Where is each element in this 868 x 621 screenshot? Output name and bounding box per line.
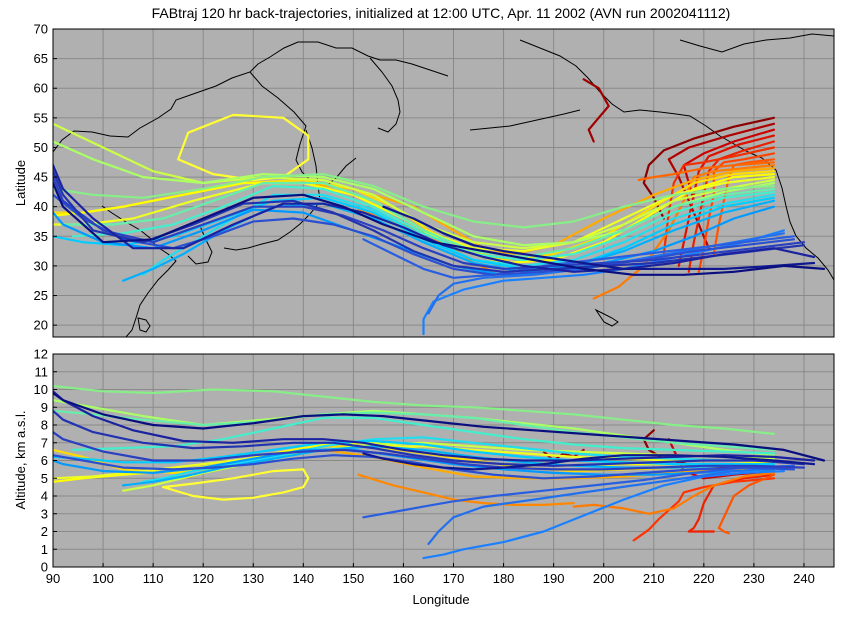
altitude-x-tick-label: 120 <box>192 571 214 586</box>
altitude-y-tick-label: 9 <box>41 400 48 415</box>
altitude-y-tick-label: 0 <box>41 560 48 575</box>
map-y-tick-label: 25 <box>34 288 48 303</box>
altitude-x-tick-label: 140 <box>292 571 314 586</box>
altitude-x-tick-label: 160 <box>393 571 415 586</box>
altitude-x-tick-label: 170 <box>443 571 465 586</box>
altitude-y-tick-label: 11 <box>35 364 49 379</box>
altitude-x-tick-label: 110 <box>143 571 164 586</box>
altitude-xlabel: Longitude <box>412 592 469 607</box>
altitude-x-tick-label: 210 <box>643 571 665 586</box>
altitude-x-tick-label: 230 <box>743 571 765 586</box>
map-trajectory-22 <box>71 184 776 262</box>
altitude-x-tick-label: 240 <box>793 571 815 586</box>
altitude-x-tick-label: 150 <box>343 571 365 586</box>
coastline-taiwan <box>137 317 151 333</box>
coastline-aleutians <box>469 109 581 131</box>
altitude-y-tick-label: 6 <box>41 453 48 468</box>
altitude-trajectory-28 <box>53 409 806 467</box>
altitude-trajectory-25 <box>362 464 796 519</box>
altitude-x-tick-label: 200 <box>593 571 615 586</box>
altitude-x-tick-label: 130 <box>242 571 264 586</box>
altitude-trajectory-18 <box>71 416 776 455</box>
map-trajectories <box>53 78 826 336</box>
altitude-trajectory-29 <box>53 390 816 462</box>
altitude-trajectories <box>53 384 826 560</box>
map-y-tick-label: 65 <box>34 51 48 66</box>
map-ylabel: Latitude <box>13 160 28 206</box>
coastline-na-west <box>775 169 834 281</box>
map-trajectory-2 <box>582 78 610 143</box>
altitude-x-tick-label: 220 <box>693 571 715 586</box>
chart-title: FABtraj 120 hr back-trajectories, initia… <box>152 5 731 21</box>
map-trajectory-16 <box>177 113 310 182</box>
map-frame <box>52 28 835 338</box>
altitude-y-tick-label: 8 <box>41 418 48 433</box>
map-trajectory-25 <box>121 199 776 282</box>
altitude-ylabel: Altitude, km a.s.l. <box>13 411 28 510</box>
altitude-y-tick-label: 2 <box>41 524 48 539</box>
altitude-y-tick-label: 10 <box>34 382 48 397</box>
altitude-x-ticks: 90 100 110 120 130 140 150 160 170 180 190 200 210 22… <box>46 563 815 586</box>
altitude-y-tick-label: 5 <box>41 471 48 486</box>
altitude-trajectory-12 <box>162 468 310 501</box>
coastline-japan <box>223 203 319 251</box>
altitude-trajectory-31 <box>53 391 826 462</box>
altitude-trajectory-4 <box>687 473 776 533</box>
map-trajectory-6 <box>687 140 776 273</box>
map-trajectory-11 <box>592 164 776 300</box>
map-y-ticks: 20 25 30 35 40 45 50 55 60 65 70 <box>34 22 57 333</box>
map-y-tick-label: 40 <box>34 199 48 214</box>
altitude-y-tick-label: 7 <box>41 435 48 450</box>
map-y-tick-label: 50 <box>34 140 48 155</box>
map-trajectory-26 <box>53 205 776 276</box>
map-y-tick-label: 45 <box>34 170 48 185</box>
altitude-trajectory-16 <box>53 384 776 435</box>
altitude-trajectory-27 <box>53 431 806 471</box>
map-trajectory-35 <box>53 181 826 276</box>
altitude-trajectory-8 <box>357 473 575 506</box>
altitude-x-tick-label: 90 <box>46 571 60 586</box>
altitude-y-tick-label: 1 <box>41 542 48 557</box>
coastline-sakhalin <box>305 129 321 201</box>
coastline-korea-china <box>101 205 177 337</box>
map-trajectory-3 <box>667 122 776 250</box>
coastline-arctic <box>679 33 834 53</box>
altitude-trajectory-7 <box>572 471 776 515</box>
map-y-tick-label: 30 <box>34 258 48 273</box>
map-y-tick-label: 55 <box>34 110 48 125</box>
map-trajectory-7 <box>662 146 776 256</box>
altitude-y-tick-label: 3 <box>41 506 48 521</box>
map-trajectory-21 <box>61 181 776 259</box>
altitude-x-tick-label: 190 <box>543 571 565 586</box>
altitude-x-tick-label: 100 <box>92 571 114 586</box>
map-panel: 20 25 30 35 40 45 50 55 60 65 70 Latitude <box>13 22 835 338</box>
altitude-y-tick-label: 12 <box>34 347 48 362</box>
altitude-trajectory-17 <box>53 409 776 451</box>
coastline-hawaii <box>594 308 619 327</box>
map-trajectory-33 <box>53 164 816 273</box>
altitude-trajectory-30 <box>362 452 816 471</box>
altitude-trajectory-6 <box>717 473 776 535</box>
map-y-tick-label: 20 <box>34 318 48 333</box>
altitude-trajectory-24 <box>427 466 786 546</box>
map-trajectory-34 <box>382 205 816 270</box>
altitude-x-tick-label: 180 <box>493 571 515 586</box>
coastline-kamchatka <box>369 57 401 133</box>
map-trajectory-30 <box>53 193 796 276</box>
map-y-tick-label: 60 <box>34 81 48 96</box>
altitude-trajectory-23 <box>422 470 786 560</box>
altitude-y-tick-label: 4 <box>41 489 48 504</box>
map-y-tick-label: 70 <box>34 22 48 37</box>
map-trajectory-20 <box>53 173 776 229</box>
map-y-tick-label: 35 <box>34 229 48 244</box>
map-trajectory-10 <box>637 161 776 182</box>
